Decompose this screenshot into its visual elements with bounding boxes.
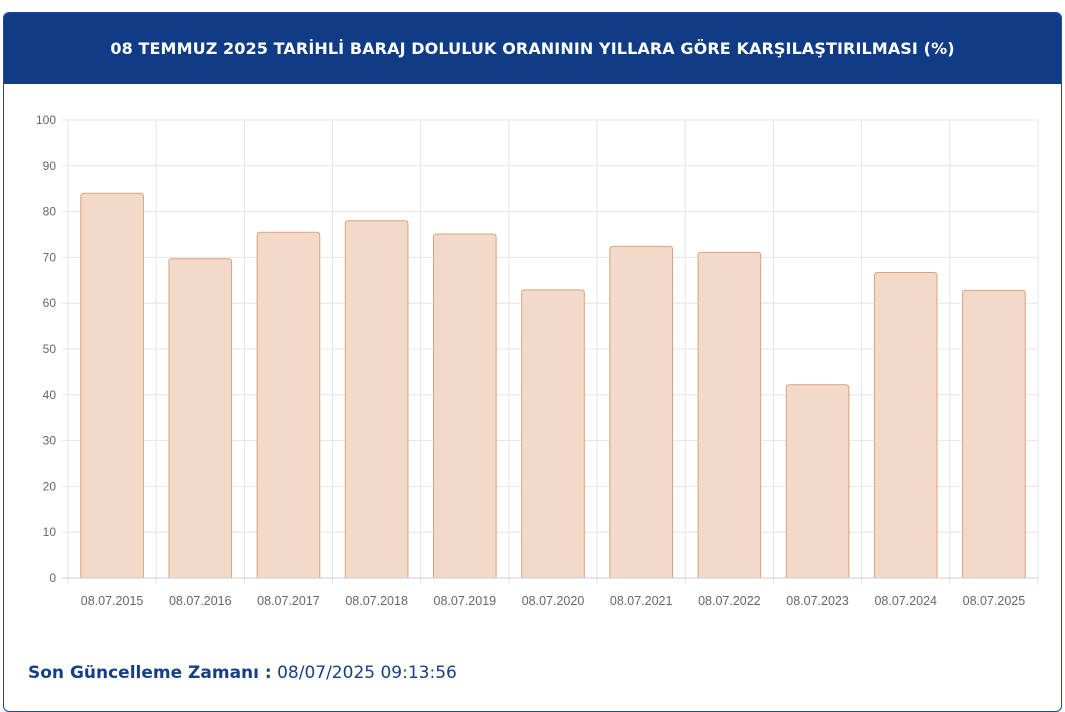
bar [168,258,233,579]
x-tick-label: 08.07.2015 [81,594,144,608]
bar [256,231,321,579]
last-update-label: Son Güncelleme Zamanı : [28,663,272,683]
y-tick-label: 30 [43,434,57,448]
y-tick-label: 60 [43,296,57,310]
x-tick-label: 08.07.2022 [698,594,761,608]
y-tick-label: 20 [43,479,57,493]
bar [344,220,409,579]
bar [697,251,762,579]
x-tick-label: 08.07.2016 [169,594,232,608]
y-tick-label: 50 [43,342,57,356]
y-tick-label: 90 [43,159,57,173]
x-tick-label: 08.07.2025 [963,594,1026,608]
y-tick-label: 0 [49,571,56,585]
last-update: Son Güncelleme Zamanı : 08/07/2025 09:13… [28,663,457,683]
bar-chart: 0 10 20 30 40 50 60 70 80 90 100 08.07.2015 08.07.20… [36,113,1039,608]
bar [521,289,585,579]
y-tick-label: 70 [43,250,57,264]
bar [80,192,144,579]
chart-title: 08 TEMMUZ 2025 TARİHLİ BARAJ DOLULUK ORA… [4,13,1061,84]
x-tick-label: 08.07.2018 [345,594,408,608]
x-tick-label: 08.07.2017 [257,594,320,608]
x-tick-label: 08.07.2021 [610,594,673,608]
x-tick-label: 08.07.2019 [434,594,497,608]
bar [962,289,1026,579]
last-update-value: 08/07/2025 09:13:56 [271,663,457,683]
bar [785,384,850,579]
x-tick-label: 08.07.2024 [874,594,937,608]
y-tick-label: 10 [43,525,57,539]
bar [873,272,938,579]
bar [609,245,673,579]
y-tick-label: 80 [43,205,57,219]
x-tick-label: 08.07.2023 [786,594,849,608]
y-tick-label: 40 [43,388,57,402]
y-tick-label: 100 [36,113,56,127]
x-tick-label: 08.07.2020 [522,594,585,608]
bar [433,233,497,579]
